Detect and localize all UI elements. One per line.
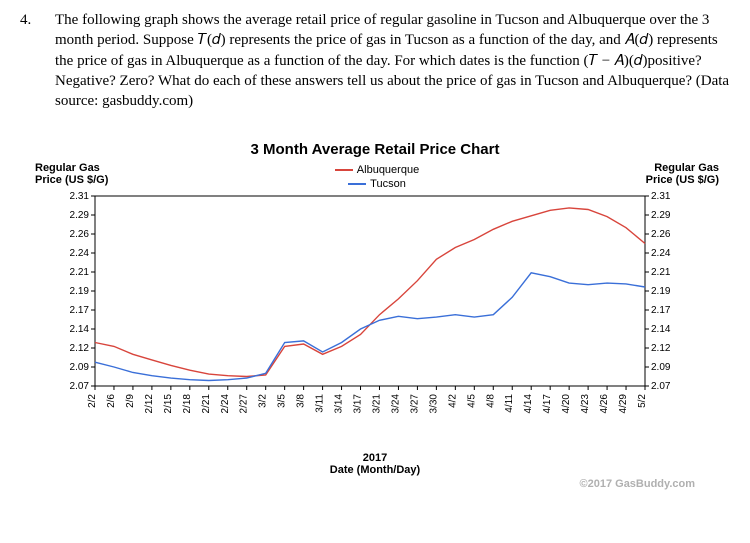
svg-text:2.07: 2.07 xyxy=(651,381,671,392)
svg-text:3/27: 3/27 xyxy=(409,394,420,414)
y-axis-title-right: Regular Gas Price (US $/G) xyxy=(629,162,725,190)
svg-text:4/5: 4/5 xyxy=(466,394,477,408)
y-axis-title-left: Regular Gas Price (US $/G) xyxy=(25,162,125,190)
svg-text:2.07: 2.07 xyxy=(70,381,90,392)
legend: Albuquerque Tucson xyxy=(125,162,629,190)
svg-text:2.24: 2.24 xyxy=(651,248,671,259)
svg-text:2.17: 2.17 xyxy=(651,305,671,316)
x-axis-title: Date (Month/Day) xyxy=(25,464,725,476)
chart-svg: 2.07 2.07 2.09 2.09 2.12 2.12 2.14 2.14 2.17 2.17… xyxy=(45,190,705,450)
svg-text:4/29: 4/29 xyxy=(618,394,629,414)
svg-text:2.14: 2.14 xyxy=(70,324,90,335)
svg-text:2/27: 2/27 xyxy=(239,394,250,414)
chart-title: 3 Month Average Retail Price Chart xyxy=(25,141,725,158)
problem-number: 4. xyxy=(20,10,55,111)
svg-text:3/5: 3/5 xyxy=(277,394,288,408)
svg-text:2.21: 2.21 xyxy=(651,267,671,278)
svg-text:2.26: 2.26 xyxy=(70,229,90,240)
svg-text:4/14: 4/14 xyxy=(523,394,534,414)
svg-text:4/20: 4/20 xyxy=(561,394,572,414)
svg-text:2.21: 2.21 xyxy=(70,267,90,278)
svg-text:2.29: 2.29 xyxy=(651,210,671,221)
svg-text:2.14: 2.14 xyxy=(651,324,671,335)
svg-text:3/11: 3/11 xyxy=(315,394,326,413)
svg-text:2.29: 2.29 xyxy=(70,210,90,221)
chart-credit: ©2017 GasBuddy.com xyxy=(25,478,725,490)
svg-text:2/15: 2/15 xyxy=(163,394,174,414)
svg-text:3/17: 3/17 xyxy=(353,394,364,414)
svg-text:2/12: 2/12 xyxy=(144,394,155,414)
svg-text:2.31: 2.31 xyxy=(651,191,671,202)
problem-text: The following graph shows the average re… xyxy=(55,10,730,111)
svg-text:3/21: 3/21 xyxy=(371,394,382,414)
svg-text:2.12: 2.12 xyxy=(70,343,90,354)
legend-label-albuquerque: Albuquerque xyxy=(357,164,419,176)
chart: 3 Month Average Retail Price Chart Regul… xyxy=(25,141,725,490)
svg-text:5/2: 5/2 xyxy=(637,394,648,408)
legend-swatch-albuquerque xyxy=(335,169,353,171)
svg-text:3/2: 3/2 xyxy=(258,394,269,408)
svg-text:3/30: 3/30 xyxy=(428,394,439,414)
svg-text:3/8: 3/8 xyxy=(296,394,307,408)
svg-text:2.09: 2.09 xyxy=(70,362,90,373)
svg-text:2/9: 2/9 xyxy=(125,394,136,408)
svg-text:2.12: 2.12 xyxy=(651,343,671,354)
svg-text:2.17: 2.17 xyxy=(70,305,90,316)
svg-text:2.31: 2.31 xyxy=(70,191,90,202)
svg-text:4/2: 4/2 xyxy=(447,394,458,408)
svg-text:4/8: 4/8 xyxy=(485,394,496,408)
svg-text:2.19: 2.19 xyxy=(651,286,671,297)
svg-text:4/11: 4/11 xyxy=(504,394,515,413)
svg-text:4/17: 4/17 xyxy=(542,394,553,414)
svg-text:2/6: 2/6 xyxy=(106,394,117,408)
x-axis-year: 2017 xyxy=(25,452,725,464)
svg-text:2.24: 2.24 xyxy=(70,248,90,259)
svg-text:3/14: 3/14 xyxy=(334,394,345,414)
problem-block: 4. The following graph shows the average… xyxy=(20,10,730,111)
svg-text:2.26: 2.26 xyxy=(651,229,671,240)
legend-swatch-tucson xyxy=(348,183,366,185)
svg-text:2.09: 2.09 xyxy=(651,362,671,373)
svg-text:2.19: 2.19 xyxy=(70,286,90,297)
legend-label-tucson: Tucson xyxy=(370,178,406,190)
svg-text:3/24: 3/24 xyxy=(390,394,401,414)
svg-text:2/21: 2/21 xyxy=(201,394,212,414)
svg-text:4/26: 4/26 xyxy=(599,394,610,414)
svg-text:2/18: 2/18 xyxy=(182,394,193,414)
svg-text:2/24: 2/24 xyxy=(220,394,231,414)
svg-text:2/2: 2/2 xyxy=(87,394,98,408)
svg-text:4/23: 4/23 xyxy=(580,394,591,414)
